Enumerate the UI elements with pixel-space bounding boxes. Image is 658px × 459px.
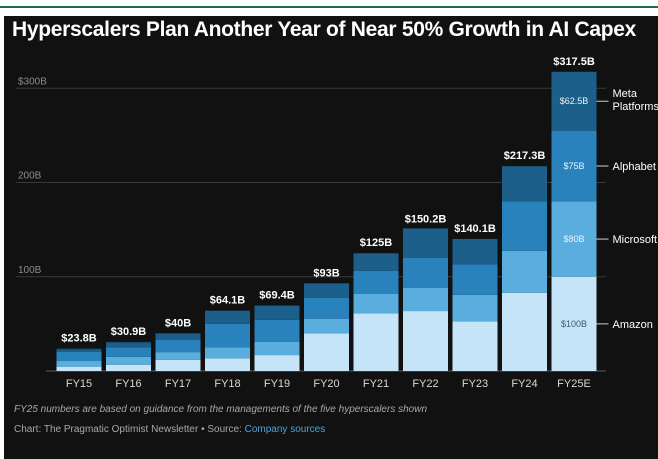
y-tick-label: $300B (18, 76, 47, 87)
legend-label: Microsoft (613, 234, 658, 246)
segment-value-label: $62.5B (560, 96, 589, 106)
bar-segment-meta-platforms-fy15 (57, 349, 102, 351)
bar-segment-meta-platforms-fy18 (205, 311, 250, 324)
x-tick-label: FY15 (66, 378, 92, 390)
bar-total-label: $23.8B (61, 333, 97, 345)
bar-segment-microsoft-fy15 (57, 361, 102, 367)
bar-segment-amazon-fy16 (106, 365, 151, 371)
bar-segment-alphabet-fy20 (304, 298, 349, 319)
bar-segment-alphabet-fy19 (255, 320, 300, 342)
bar-total-label: $69.4B (259, 290, 295, 302)
bar-segment-other-fy15 (57, 349, 102, 350)
bar-segment-meta-platforms-fy22 (403, 228, 448, 258)
bar-segment-meta-platforms-fy21 (354, 253, 399, 271)
bar-segment-microsoft-fy20 (304, 319, 349, 334)
y-tick-label: 200B (18, 171, 42, 182)
bar-segment-alphabet-fy23 (453, 264, 498, 294)
segment-value-label: $75B (563, 161, 584, 171)
chart-credit: Chart: The Pragmatic Optimist Newsletter… (14, 424, 325, 435)
bar-segment-microsoft-fy22 (403, 288, 448, 311)
x-tick-label: FY17 (165, 378, 191, 390)
segment-value-label: $100B (561, 319, 587, 329)
bar-total-label: $64.1B (210, 295, 246, 307)
bar-segment-meta-platforms-fy16 (106, 343, 151, 347)
chart-footnote: FY25 numbers are based on guidance from … (14, 404, 427, 415)
x-tick-label: FY20 (313, 378, 339, 390)
bar-segment-amazon-fy21 (354, 313, 399, 371)
bar-segment-amazon-fy19 (255, 355, 300, 371)
legend-label: Alphabet (613, 161, 656, 173)
bar-segment-amazon-fy18 (205, 358, 250, 371)
bar-segment-microsoft-fy17 (156, 352, 201, 360)
x-tick-label: FY21 (363, 378, 389, 390)
legend-label: Platforms (613, 101, 658, 113)
bar-total-label: $150.2B (405, 213, 447, 225)
legend-label: Meta (613, 88, 638, 100)
bar-segment-amazon-fy15 (57, 367, 102, 371)
bar-segment-alphabet-fy18 (205, 324, 250, 348)
bar-segment-microsoft-fy24 (502, 251, 547, 293)
bar-total-label: $93B (313, 267, 339, 279)
bar-segment-microsoft-fy16 (106, 357, 151, 365)
bar-segment-alphabet-fy22 (403, 258, 448, 288)
bar-segment-alphabet-fy16 (106, 347, 151, 357)
bar-segment-meta-platforms-fy24 (502, 166, 547, 201)
segment-value-label: $80B (563, 234, 584, 244)
bar-segment-meta-platforms-fy23 (453, 239, 498, 264)
bar-total-label: $140.1B (454, 223, 496, 235)
bar-segment-alphabet-fy17 (156, 340, 201, 352)
bar-segment-microsoft-fy23 (453, 295, 498, 321)
bar-segment-alphabet-fy24 (502, 201, 547, 250)
x-tick-label: FY23 (462, 378, 488, 390)
bar-segment-amazon-fy20 (304, 333, 349, 371)
bar-segment-amazon-fy23 (453, 321, 498, 371)
bar-segment-alphabet-fy15 (57, 352, 102, 361)
bar-segment-microsoft-fy21 (354, 294, 399, 313)
bar-segment-microsoft-fy19 (255, 342, 300, 355)
bar-segment-amazon-fy22 (403, 311, 448, 371)
x-tick-label: FY16 (115, 378, 141, 390)
x-tick-label: FY18 (214, 378, 240, 390)
y-tick-label: 100B (18, 265, 42, 276)
x-tick-label: FY24 (511, 378, 537, 390)
bar-segment-meta-platforms-fy19 (255, 306, 300, 320)
credit-text: Chart: The Pragmatic Optimist Newsletter… (14, 424, 245, 435)
bar-total-label: $317.5B (553, 56, 595, 68)
legend-label: Amazon (613, 319, 653, 331)
x-tick-label: FY19 (264, 378, 290, 390)
bar-segment-other-fy16 (106, 342, 151, 343)
x-tick-label: FY22 (412, 378, 438, 390)
bar-segment-alphabet-fy21 (354, 271, 399, 294)
bar-total-label: $125B (360, 237, 392, 249)
bar-total-label: $30.9B (111, 326, 147, 338)
bar-total-label: $40B (165, 317, 191, 329)
x-tick-label: FY25E (557, 378, 591, 390)
source-link[interactable]: Company sources (245, 424, 326, 435)
bar-segment-amazon-fy24 (502, 293, 547, 371)
bar-total-label: $217.3B (504, 150, 546, 162)
bar-segment-meta-platforms-fy20 (304, 283, 349, 297)
bar-segment-meta-platforms-fy17 (156, 333, 201, 339)
bar-segment-amazon-fy17 (156, 360, 201, 371)
bar-segment-microsoft-fy18 (205, 347, 250, 358)
